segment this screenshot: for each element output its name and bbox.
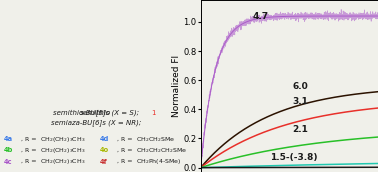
- Text: CH$_2$(CH$_2$)$_3$CH$_3$: CH$_2$(CH$_2$)$_3$CH$_3$: [40, 135, 86, 144]
- Text: , R =: , R =: [21, 159, 39, 164]
- Text: 4.7: 4.7: [253, 12, 269, 20]
- Text: 4b: 4b: [4, 148, 13, 153]
- Text: 4c: 4c: [4, 159, 12, 165]
- Text: CH$_2$(CH$_2$)$_3$CH$_3$: CH$_2$(CH$_2$)$_3$CH$_3$: [40, 157, 86, 166]
- Text: 3.1: 3.1: [292, 97, 308, 106]
- Text: 1.5-(-3.8): 1.5-(-3.8): [270, 153, 318, 162]
- Text: , R =: , R =: [21, 137, 39, 142]
- Text: , R =: , R =: [117, 148, 134, 153]
- Text: 4a: 4a: [4, 136, 13, 142]
- Text: semithio-BU[6]s (X = S);: semithio-BU[6]s (X = S);: [53, 109, 139, 116]
- Text: CH$_2$Ph(4-SMe): CH$_2$Ph(4-SMe): [136, 157, 181, 166]
- Text: , R =: , R =: [117, 137, 134, 142]
- Text: 4f: 4f: [99, 159, 107, 165]
- Text: 4o: 4o: [99, 148, 109, 153]
- Text: 4d: 4d: [99, 136, 109, 142]
- Text: 1: 1: [151, 110, 156, 116]
- Text: 6.0: 6.0: [292, 82, 308, 91]
- Text: 2.1: 2.1: [292, 125, 308, 133]
- Text: CH$_2$(CH$_2$)$_3$CH$_3$: CH$_2$(CH$_2$)$_3$CH$_3$: [40, 146, 86, 155]
- Y-axis label: Normalized FI: Normalized FI: [172, 55, 181, 117]
- Text: , R =: , R =: [21, 148, 39, 153]
- Text: CH$_2$CH$_2$CH$_2$SMe: CH$_2$CH$_2$CH$_2$SMe: [136, 146, 187, 155]
- Text: , R =: , R =: [117, 159, 134, 164]
- Text: semiaza-BU[6]s (X = NR);: semiaza-BU[6]s (X = NR);: [51, 120, 141, 126]
- Text: CH$_2$CH$_2$SMe: CH$_2$CH$_2$SMe: [136, 135, 175, 144]
- Text: semithio: semithio: [80, 110, 112, 116]
